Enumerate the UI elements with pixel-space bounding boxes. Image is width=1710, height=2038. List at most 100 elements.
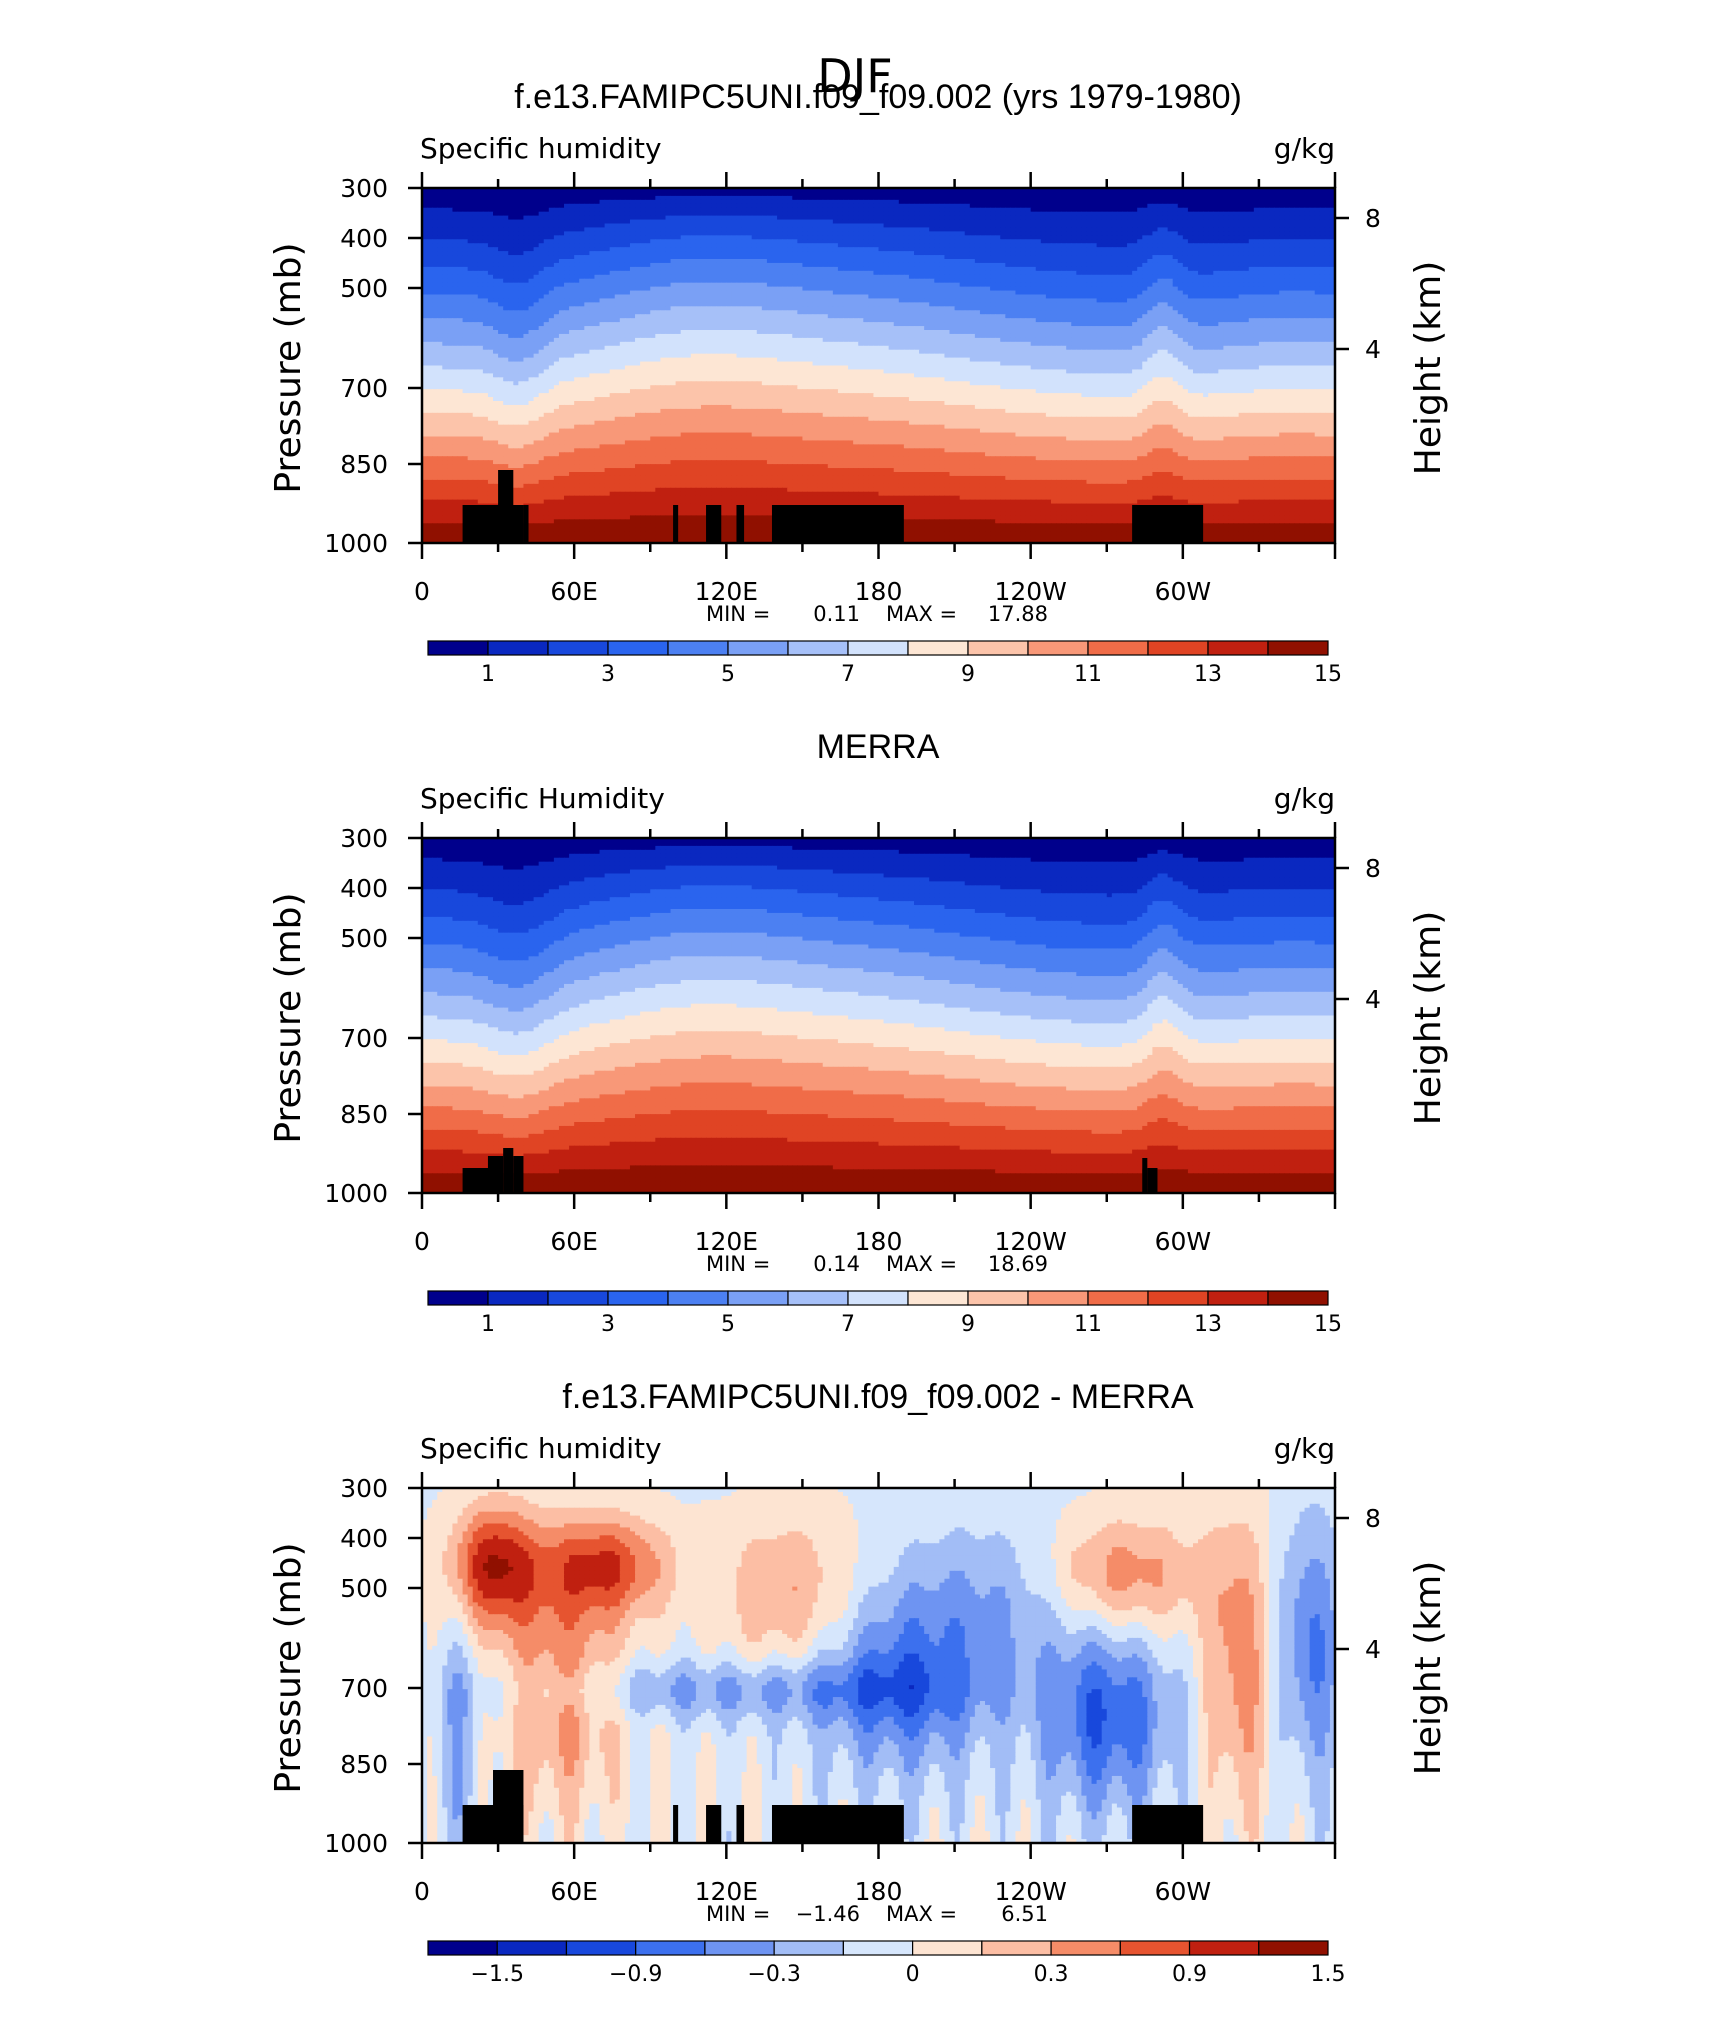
contour-cell — [681, 204, 687, 209]
contour-cell — [868, 204, 874, 209]
contour-cell — [600, 192, 606, 197]
contour-cell — [554, 196, 560, 201]
contour-cell — [1117, 200, 1123, 205]
contour-cell — [574, 204, 580, 209]
contour-cell — [1137, 200, 1143, 205]
contour-cell — [468, 192, 474, 197]
contour-cell — [960, 196, 966, 201]
contour-cell — [615, 196, 621, 201]
contour-cell — [1046, 204, 1052, 209]
contour-cell — [990, 200, 996, 205]
contour-cell — [503, 204, 509, 209]
contour-cell — [473, 208, 479, 213]
contour-cell — [1092, 192, 1098, 197]
contour-cell — [1299, 196, 1305, 201]
contour-cell — [473, 204, 479, 209]
contour-cell — [1086, 192, 1092, 197]
contour-cell — [1122, 192, 1128, 197]
contour-cell — [452, 200, 458, 205]
contour-cell — [1031, 200, 1037, 205]
contour-cell — [518, 196, 524, 201]
contour-cell — [1208, 200, 1214, 205]
contour-cell — [691, 196, 697, 201]
contour-cell — [960, 200, 966, 205]
contour-cell — [975, 200, 981, 205]
contour-cell — [843, 196, 849, 201]
contour-cell — [777, 200, 783, 205]
contour-cell — [427, 204, 433, 209]
contour-cell — [787, 208, 793, 213]
contour-cell — [620, 204, 626, 209]
contour-cell — [813, 192, 819, 197]
contour-cell — [1178, 200, 1184, 205]
contour-cell — [853, 192, 859, 197]
contour-cell — [594, 192, 600, 197]
contour-cell — [523, 196, 529, 201]
contour-cell — [508, 192, 514, 197]
contour-cell — [696, 204, 702, 209]
contour-cell — [1076, 204, 1082, 209]
contour-cell — [1289, 200, 1295, 205]
contour-cell — [1015, 204, 1021, 209]
contour-cell — [823, 196, 829, 201]
contour-cell — [549, 200, 555, 205]
contour-cell — [1036, 196, 1042, 201]
contour-cell — [1264, 204, 1270, 209]
contour-cell — [995, 200, 1001, 205]
contour-cell — [1168, 192, 1174, 197]
contour-cell — [1142, 200, 1148, 205]
contour-cell — [1188, 192, 1194, 197]
contour-cell — [828, 204, 834, 209]
contour-cell — [691, 200, 697, 205]
contour-cell — [904, 204, 910, 209]
contour-cell — [610, 200, 616, 205]
contour-cell — [752, 192, 758, 197]
contour-cell — [554, 200, 560, 205]
contour-cell — [600, 204, 606, 209]
contour-cell — [432, 200, 438, 205]
contour-cell — [1244, 204, 1250, 209]
contour-cell — [1193, 204, 1199, 209]
contour-cell — [1086, 196, 1092, 201]
contour-cell — [711, 208, 717, 213]
contour-cell — [574, 196, 580, 201]
contour-cell — [635, 200, 641, 205]
contour-cell — [797, 208, 803, 213]
contour-cell — [797, 200, 803, 205]
contour-cell — [950, 200, 956, 205]
contour-cell — [736, 196, 742, 201]
contour-cell — [1279, 204, 1285, 209]
contour-cell — [1092, 204, 1098, 209]
contour-cell — [858, 204, 864, 209]
contour-cell — [1274, 192, 1280, 197]
contour-cell — [645, 196, 651, 201]
contour-cell — [605, 200, 611, 205]
contour-cell — [615, 208, 621, 213]
contour-cell — [1239, 200, 1245, 205]
contour-cell — [787, 192, 793, 197]
contour-cell — [625, 204, 631, 209]
contour-cell — [1031, 192, 1037, 197]
contour-cell — [564, 208, 570, 213]
contour-cell — [665, 192, 671, 197]
contour-cell — [731, 204, 737, 209]
contour-cell — [1157, 204, 1163, 209]
contour-cell — [1051, 204, 1057, 209]
contour-cell — [1137, 196, 1143, 201]
contour-cell — [447, 196, 453, 201]
contour-cell — [696, 192, 702, 197]
contour-cell — [1208, 192, 1214, 197]
contour-cell — [610, 204, 616, 209]
contour-cell — [742, 204, 748, 209]
contour-cell — [564, 192, 570, 197]
contour-cell — [478, 192, 484, 197]
contour-cell — [610, 196, 616, 201]
contour-cell — [1102, 192, 1108, 197]
contour-cell — [681, 208, 687, 213]
contour-cell — [752, 196, 758, 201]
contour-cell — [914, 196, 920, 201]
contour-cell — [848, 200, 854, 205]
contour-cell — [1117, 192, 1123, 197]
contour-cell — [985, 200, 991, 205]
contour-cell — [1036, 192, 1042, 197]
